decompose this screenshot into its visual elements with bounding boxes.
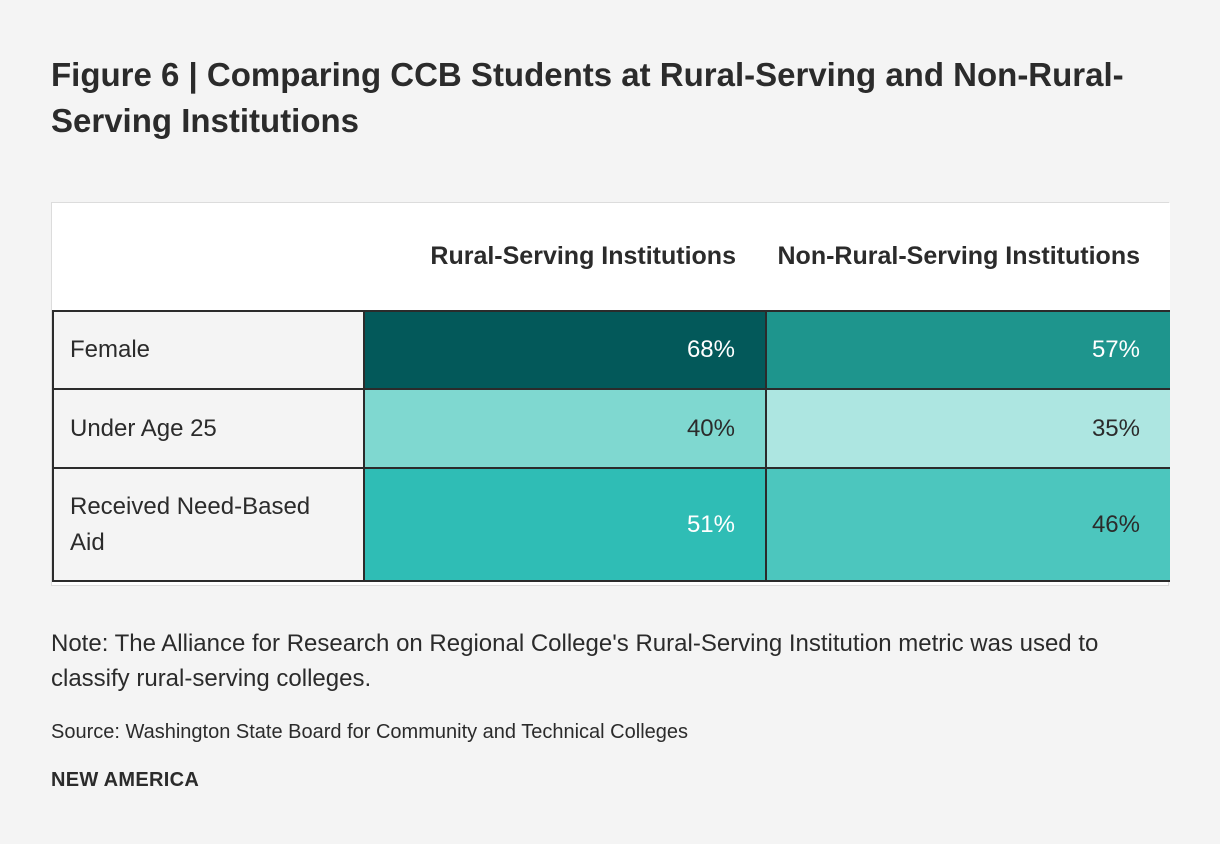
cell-under-age-25-rural: 40% — [364, 389, 767, 469]
table-row-need-based-aid: Received Need-Based Aid 51% 46% — [52, 468, 1170, 582]
comparison-table: Rural-Serving Institutions Non-Rural-Ser… — [52, 203, 1170, 582]
header-rural-serving: Rural-Serving Institutions — [364, 203, 766, 312]
table-row-under-age-25: Under Age 25 40% 35% — [52, 389, 1170, 469]
row-label-under-age-25: Under Age 25 — [52, 389, 365, 469]
row-label-need-based-aid: Received Need-Based Aid — [52, 468, 365, 582]
figure-source: Source: Washington State Board for Commu… — [51, 721, 689, 743]
comparison-table-container: Rural-Serving Institutions Non-Rural-Ser… — [51, 202, 1170, 586]
cell-need-based-aid-non-rural: 46% — [766, 468, 1170, 582]
header-non-rural-serving: Non-Rural-Serving Institutions — [766, 203, 1170, 312]
header-corner — [53, 203, 364, 312]
cell-need-based-aid-rural: 51% — [364, 468, 767, 582]
figure-note: Note: The Alliance for Research on Regio… — [51, 630, 1099, 692]
row-label-female: Female — [52, 311, 365, 390]
figure-title: Figure 6 | Comparing CCB Students at Rur… — [51, 56, 1124, 139]
table-row-female: Female 68% 57% — [52, 311, 1170, 390]
cell-under-age-25-non-rural: 35% — [766, 389, 1170, 469]
cell-female-rural: 68% — [364, 311, 767, 390]
cell-female-non-rural: 57% — [766, 311, 1170, 390]
table-header-row: Rural-Serving Institutions Non-Rural-Ser… — [53, 203, 1170, 312]
brand-logo-text: NEW AMERICA — [51, 769, 200, 791]
